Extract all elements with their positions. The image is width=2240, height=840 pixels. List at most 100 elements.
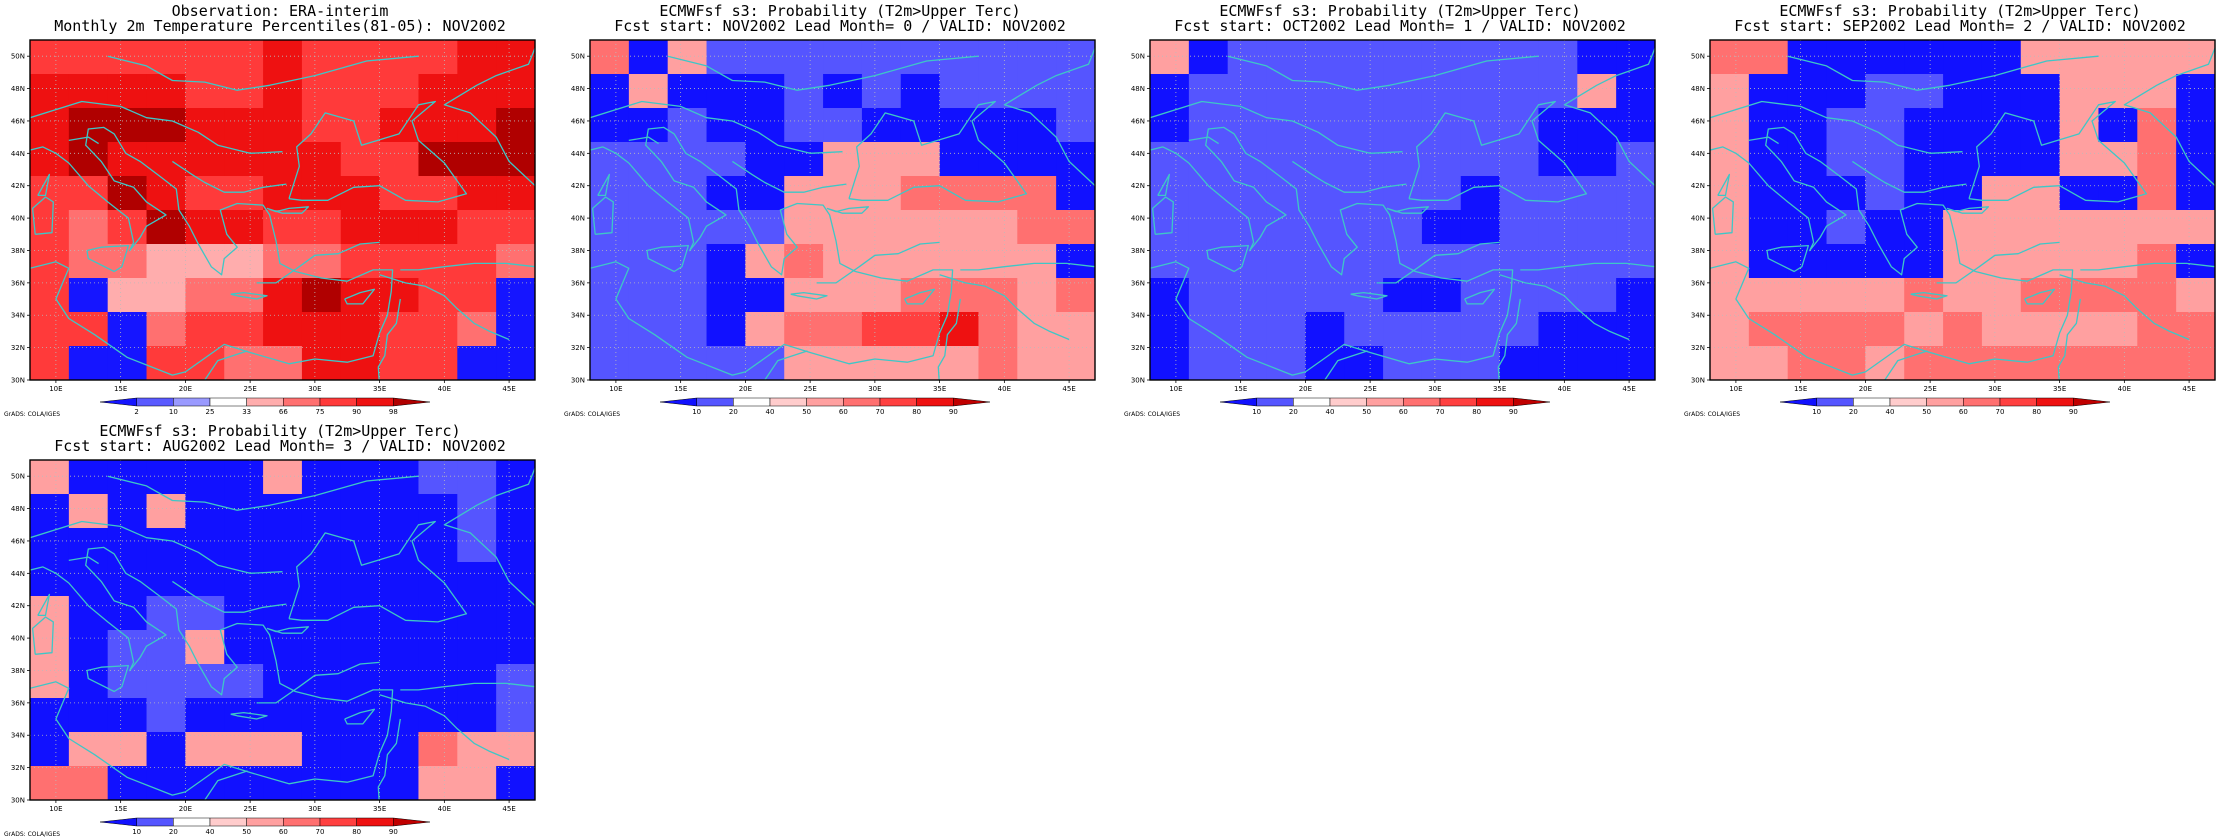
field-cell <box>496 346 535 380</box>
field-cell <box>1227 74 1268 109</box>
field-cell <box>1150 108 1190 143</box>
field-cell <box>68 460 109 495</box>
field-cell <box>301 562 342 597</box>
field-cell <box>107 278 148 313</box>
field-cell <box>1616 40 1655 75</box>
field-cell <box>784 40 824 75</box>
field-cell <box>1460 176 1501 211</box>
field-cell <box>823 40 863 75</box>
field-cell <box>301 142 342 177</box>
field-cell <box>900 278 941 313</box>
field-cell <box>263 562 303 597</box>
field-cell <box>224 698 264 733</box>
y-tick-label: 46N <box>1691 117 1705 125</box>
field-cell <box>185 698 225 733</box>
y-tick-label: 42N <box>11 182 25 190</box>
field-cell <box>1981 312 2022 347</box>
x-tick-label: 25E <box>1923 385 1936 393</box>
field-cell <box>590 312 630 347</box>
field-cell <box>978 108 1018 143</box>
field-cell <box>1981 176 2022 211</box>
coastline <box>1717 173 1731 197</box>
field-cell <box>263 210 303 245</box>
colorbar-label: 80 <box>912 408 921 416</box>
y-tick-label: 30N <box>1691 377 1705 385</box>
field-cell <box>224 244 264 279</box>
coastline <box>1710 126 2074 376</box>
field-cell <box>2059 74 2100 109</box>
coastline <box>590 126 954 376</box>
field-cell <box>301 346 342 380</box>
field-cell <box>900 74 941 109</box>
field-cell <box>861 40 902 75</box>
field-cell <box>667 108 708 143</box>
field-cell <box>861 312 902 347</box>
field-cell <box>68 732 109 767</box>
field-cell <box>457 346 497 380</box>
field-cell <box>1421 346 1462 380</box>
coastline <box>377 718 401 800</box>
coastline <box>37 593 51 617</box>
field-cell <box>1383 40 1423 75</box>
field-cell <box>457 142 497 177</box>
field-cell <box>784 142 824 177</box>
coastline <box>107 475 419 511</box>
map-frame <box>1709 39 2216 381</box>
field-cell <box>1150 74 1190 109</box>
colorbar-segment <box>356 817 394 827</box>
field-cell <box>301 664 342 699</box>
field-cell <box>1017 312 1057 347</box>
panel-forecast-lead-2: ECMWFsf s3: Probability (T2m>Upper Terc)… <box>1680 0 2240 420</box>
field-cell <box>2020 40 2061 75</box>
field-cell <box>900 312 941 347</box>
field-cell <box>263 732 303 767</box>
colorbar-label: 60 <box>1399 408 1408 416</box>
colorbar-segment <box>733 397 771 407</box>
colorbar-segment <box>2036 397 2074 407</box>
colorbar-segment <box>393 817 431 827</box>
coastline <box>1787 55 2099 91</box>
field-cell <box>379 494 420 529</box>
field-cell <box>146 312 186 347</box>
coastline <box>31 196 54 235</box>
field-cell <box>30 40 70 75</box>
field-cell <box>590 346 630 380</box>
coastline <box>1852 160 1967 193</box>
field-cell <box>146 494 186 529</box>
field-cell <box>1787 176 1828 211</box>
field-cell <box>2137 176 2177 211</box>
colorbar-segment <box>1219 397 1257 407</box>
field-cell <box>418 312 458 347</box>
field-cell <box>1826 244 1866 279</box>
field-cell <box>340 176 381 211</box>
field-cell <box>496 596 535 631</box>
y-tick-label: 32N <box>11 344 25 352</box>
coastline <box>86 664 130 693</box>
field-cell <box>224 312 264 347</box>
field-cell <box>1056 312 1095 347</box>
field-cell <box>823 210 863 245</box>
field-cell <box>978 40 1018 75</box>
y-tick-label: 46N <box>571 117 585 125</box>
field-cell <box>667 176 708 211</box>
field-cell <box>590 278 630 313</box>
field-cell <box>30 664 70 699</box>
y-tick-label: 44N <box>1131 150 1145 158</box>
field-cell <box>146 108 186 143</box>
field-cell <box>1188 346 1229 380</box>
field-cell <box>263 40 303 75</box>
field-cell <box>1748 40 1789 75</box>
field-cell <box>263 766 303 800</box>
coastline <box>1150 100 1403 154</box>
coastline <box>37 173 51 197</box>
map-frame <box>1149 39 1656 381</box>
field-cell <box>1577 312 1617 347</box>
field-cell <box>185 210 225 245</box>
field-cell <box>2059 346 2100 380</box>
field-cell <box>263 244 303 279</box>
y-tick-label: 42N <box>1691 182 1705 190</box>
field-cell <box>667 142 708 177</box>
field-cell <box>939 346 980 380</box>
y-tick-label: 48N <box>11 505 25 513</box>
field-cell <box>379 244 420 279</box>
